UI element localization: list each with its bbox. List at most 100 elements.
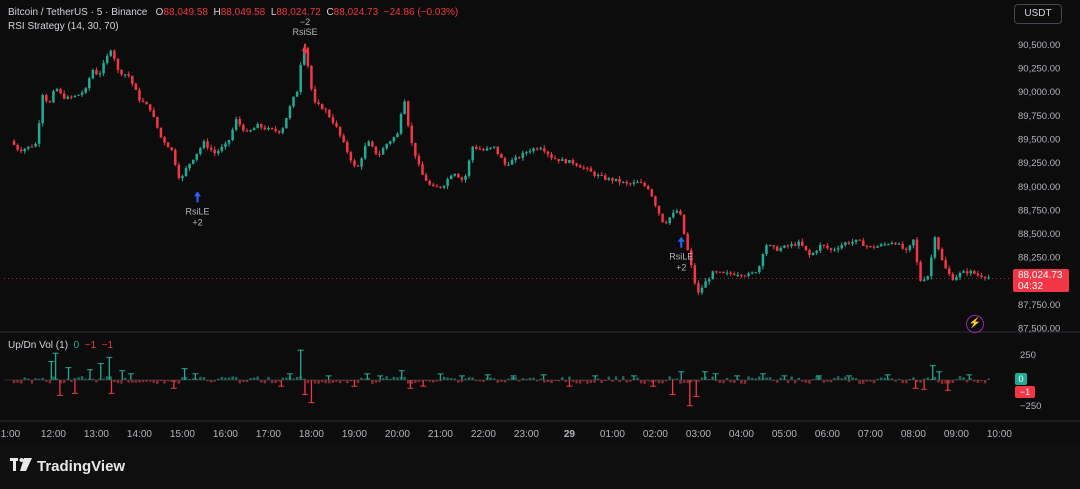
candle-body [95, 69, 98, 75]
y-tick-label: 89,750.00 [1018, 111, 1060, 122]
candle-body [217, 150, 220, 154]
candle-body [958, 272, 962, 278]
volume-bar [772, 380, 775, 382]
candle-body [267, 128, 270, 130]
candle-body [299, 64, 302, 92]
volume-bar [292, 378, 295, 380]
candle-body [389, 141, 392, 144]
volume-bar [389, 378, 392, 380]
candle-body [48, 101, 52, 103]
volume-bar [790, 376, 793, 380]
volume-bar [138, 380, 141, 383]
candle-body [940, 249, 944, 261]
volume-bar [729, 380, 732, 383]
candle-body [779, 247, 783, 251]
volume-bar [865, 380, 869, 382]
candle-body [292, 96, 295, 107]
candle-body [349, 152, 353, 161]
candle-body [808, 249, 811, 256]
volume-bar [19, 380, 23, 384]
grid-lines [0, 277, 1080, 422]
candle-body [528, 151, 532, 153]
candle-body [199, 148, 202, 154]
candle-body [596, 174, 600, 176]
y-tick-label: 89,500.00 [1018, 135, 1060, 146]
volume-series [4, 349, 990, 407]
candle-body [449, 175, 453, 180]
candle-body [818, 244, 822, 251]
volume-y-tick-label: 250 [1020, 350, 1036, 361]
y-tick-label: 90,000.00 [1018, 87, 1060, 98]
candle-body [711, 271, 715, 280]
volume-bar [306, 380, 310, 384]
entry-label: RsiLE [669, 252, 693, 262]
volume-bar [360, 377, 363, 380]
chart-panel[interactable]: RsiLE +2 −2 RsiSE RsiLE +2 90,500.00 90,250.00… [0, 0, 1080, 444]
volume-bar [285, 377, 288, 380]
tradingview-logo-icon [10, 458, 32, 475]
candle-body [457, 173, 460, 178]
volume-bar [851, 377, 854, 380]
x-tick-label: 16:00 [213, 429, 238, 440]
volume-bar [12, 380, 16, 384]
volume-bar [202, 377, 206, 380]
candle-body [109, 50, 113, 56]
candle-body [482, 149, 485, 151]
x-tick-label: 23:00 [514, 429, 539, 440]
volume-bar [525, 378, 528, 380]
x-tick-label: 09:00 [944, 429, 969, 440]
candle-body [639, 181, 643, 183]
volume-bar [829, 380, 833, 383]
tradingview-logo[interactable]: TradingView [10, 458, 125, 475]
volume-bar [758, 376, 761, 380]
volume-bar [145, 380, 148, 382]
volume-bar [59, 380, 62, 384]
x-tick-label: 17:00 [256, 429, 281, 440]
volume-bar [396, 377, 399, 380]
candle-body [335, 122, 338, 127]
bolt-icon[interactable]: ⚡ [966, 315, 984, 333]
volume-bar [614, 376, 618, 380]
candle-body [73, 95, 77, 98]
candle-body [553, 158, 557, 160]
candle-body [783, 245, 786, 248]
volume-legend[interactable]: Up/Dn Vol (1) 0 −1 −1 [8, 340, 113, 351]
strategy-legend[interactable]: RSI Strategy (14, 30, 70) [8, 21, 119, 32]
volume-bar [693, 380, 697, 382]
volume-bar [191, 378, 195, 380]
volume-bar [890, 378, 894, 380]
volume-bar [808, 380, 811, 384]
candle-body [138, 89, 141, 101]
volume-bar [428, 380, 431, 382]
currency-button[interactable]: USDT [1014, 4, 1062, 24]
close-value: 88,024.73 [333, 7, 379, 18]
candle-body [861, 240, 865, 246]
candle-body [847, 242, 851, 244]
candle-body [922, 279, 926, 281]
candle-body [754, 272, 757, 274]
volume-bar [532, 377, 535, 380]
candle-body [976, 273, 980, 276]
volume-bar [263, 380, 267, 384]
candle-body [231, 129, 234, 141]
candle-body [30, 146, 34, 148]
volume-bar [732, 380, 736, 383]
candle-body [77, 94, 80, 96]
volume-bar [356, 380, 360, 383]
candle-body [245, 130, 249, 132]
candle-body [937, 237, 940, 250]
volume-bar [965, 380, 969, 383]
candle-body [851, 241, 854, 244]
candle-body [242, 124, 245, 131]
volume-bar [156, 380, 159, 384]
volume-bar [80, 376, 84, 380]
x-tick-label: 22:00 [471, 429, 496, 440]
candle-body [707, 279, 711, 282]
candle-body [464, 175, 467, 180]
symbol-name[interactable]: Bitcoin / TetherUS · 5 · Binance [8, 7, 148, 18]
candle-body [353, 160, 356, 166]
candle-body [614, 178, 618, 181]
volume-bar [543, 380, 546, 383]
volume-bar [980, 380, 983, 382]
